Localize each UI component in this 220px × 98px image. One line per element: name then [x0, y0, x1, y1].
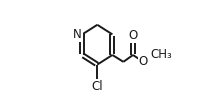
Text: N: N — [73, 28, 82, 41]
Text: O: O — [139, 55, 148, 68]
Text: CH₃: CH₃ — [150, 49, 172, 61]
Text: O: O — [128, 29, 138, 42]
Text: Cl: Cl — [92, 80, 103, 93]
